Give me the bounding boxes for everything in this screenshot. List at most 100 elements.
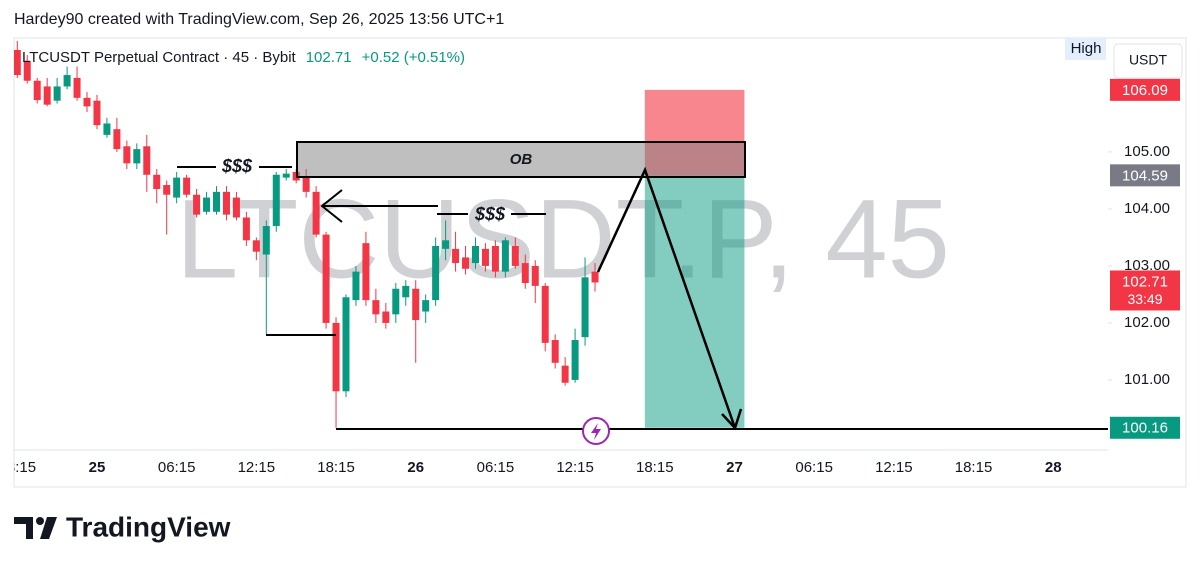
- event-bolt: [591, 423, 601, 440]
- scale-mode-badge[interactable]: [1065, 38, 1106, 60]
- liquidity-label: $$$: [221, 156, 253, 176]
- scale-mode[interactable]: High: [1071, 40, 1102, 57]
- stop-tag-label: 106.09: [1122, 82, 1168, 99]
- candle-body: [581, 277, 589, 338]
- logo-part: [14, 517, 33, 539]
- x-tick-label: 18:15: [0, 459, 36, 476]
- candle-body: [481, 248, 489, 266]
- y-tick-label: 105.00: [1124, 143, 1170, 160]
- brand: TradingView: [66, 511, 231, 542]
- logo-part: [36, 517, 44, 525]
- candle-body: [531, 265, 539, 286]
- logo-part: [40, 517, 57, 539]
- candle-body: [452, 248, 460, 264]
- candle-body: [163, 185, 171, 195]
- candle-body: [83, 97, 91, 107]
- candle-body: [521, 263, 529, 284]
- y-tick-label: 102.00: [1124, 314, 1170, 331]
- candle-body: [362, 243, 370, 301]
- ob-label: OB: [510, 151, 533, 168]
- candle-body: [282, 173, 290, 178]
- candle-body: [511, 245, 519, 266]
- candle-body: [73, 77, 81, 98]
- candle-body: [123, 146, 131, 164]
- candle-body: [402, 285, 410, 298]
- candle-body: [442, 240, 450, 249]
- candle-body: [412, 288, 420, 321]
- candle-body: [491, 245, 499, 272]
- legend-price: 102.71: [306, 49, 352, 66]
- candle-body: [471, 245, 479, 264]
- entry-tag: [1110, 164, 1180, 187]
- liquidity-label: $$$: [474, 204, 506, 224]
- countdown: 33:49: [1127, 291, 1162, 307]
- legend-change: +0.52 (+0.51%): [362, 49, 465, 66]
- candle-body: [113, 129, 121, 150]
- y-tick-label: 104.00: [1124, 200, 1170, 217]
- candle-body: [272, 174, 280, 227]
- x-tick-label: 12:15: [556, 459, 594, 476]
- y-tick-label: 103.00: [1124, 257, 1170, 274]
- currency-button[interactable]: [1113, 43, 1183, 79]
- x-tick-label: 12:15: [238, 459, 276, 476]
- x-tick-label: 18:15: [955, 459, 993, 476]
- x-axis: 18:15 25 06:15 12:15 18:15 26 06:15 12:15 18:15 2…: [0, 459, 1062, 476]
- candle-body: [242, 217, 250, 241]
- legend: LTCUSDT Perpetual Contract · 45 · Bybit 1…: [22, 49, 465, 66]
- last-price-label: 102.71: [1122, 273, 1168, 290]
- brand-logo: [14, 517, 57, 539]
- x-tick-label: 18:15: [636, 459, 674, 476]
- target-tag: [1110, 416, 1180, 439]
- candle-body: [591, 271, 599, 283]
- candle-body: [262, 226, 270, 255]
- x-tick-label: 27: [726, 459, 743, 476]
- candle-body: [551, 340, 559, 363]
- x-tick-label: 06:15: [477, 459, 515, 476]
- candle-body: [93, 100, 101, 126]
- x-tick-label: 26: [407, 459, 424, 476]
- candle-body: [23, 60, 31, 81]
- candle-body: [392, 288, 400, 315]
- candle-body: [372, 300, 380, 315]
- x-tick-label: 06:15: [158, 459, 196, 476]
- candle-body: [302, 177, 310, 192]
- x-tick-label: 12:15: [875, 459, 913, 476]
- candle-body: [252, 240, 260, 252]
- candle-body: [232, 197, 240, 218]
- candle-body: [14, 49, 21, 76]
- candle-body: [571, 340, 579, 380]
- candle-body: [133, 149, 141, 164]
- candle-body: [203, 197, 211, 212]
- chart-frame: [13, 37, 1187, 488]
- currency[interactable]: USDT: [1129, 52, 1168, 68]
- x-tick-label: 25: [89, 459, 106, 476]
- target-tag-label: 100.16: [1122, 420, 1168, 437]
- caption: Hardey90 created with TradingView.com, S…: [14, 11, 504, 28]
- candle-body: [332, 322, 340, 392]
- candle-body: [561, 365, 569, 383]
- last-price-tag: [1110, 270, 1180, 311]
- x-tick-label: 06:15: [795, 459, 833, 476]
- axes: 101.00 102.00 103.00 104.00 105.00 18:15 25 06:…: [0, 78, 1180, 476]
- entry-tag-label: 104.59: [1122, 167, 1168, 184]
- y-tick-label: 101.00: [1124, 371, 1170, 388]
- candle-body: [193, 194, 201, 215]
- candle-body: [153, 174, 161, 190]
- legend-title: LTCUSDT Perpetual Contract · 45 · Bybit: [22, 49, 297, 66]
- arrow-head: [320, 189, 343, 223]
- x-tick-label: 28: [1045, 459, 1062, 476]
- candle-body: [501, 240, 509, 272]
- candle-body: [222, 191, 230, 215]
- candle-body: [352, 271, 360, 301]
- projection-arrow: [596, 166, 737, 429]
- x-tick-label: 18:15: [317, 459, 355, 476]
- watermark: LTCUSDT.P, 45: [176, 177, 950, 302]
- candle-body: [33, 80, 41, 101]
- candle-body: [342, 297, 350, 392]
- candle-body: [382, 311, 390, 323]
- order-block: [296, 141, 746, 178]
- candle-body: [183, 177, 191, 195]
- candle-body: [213, 191, 221, 212]
